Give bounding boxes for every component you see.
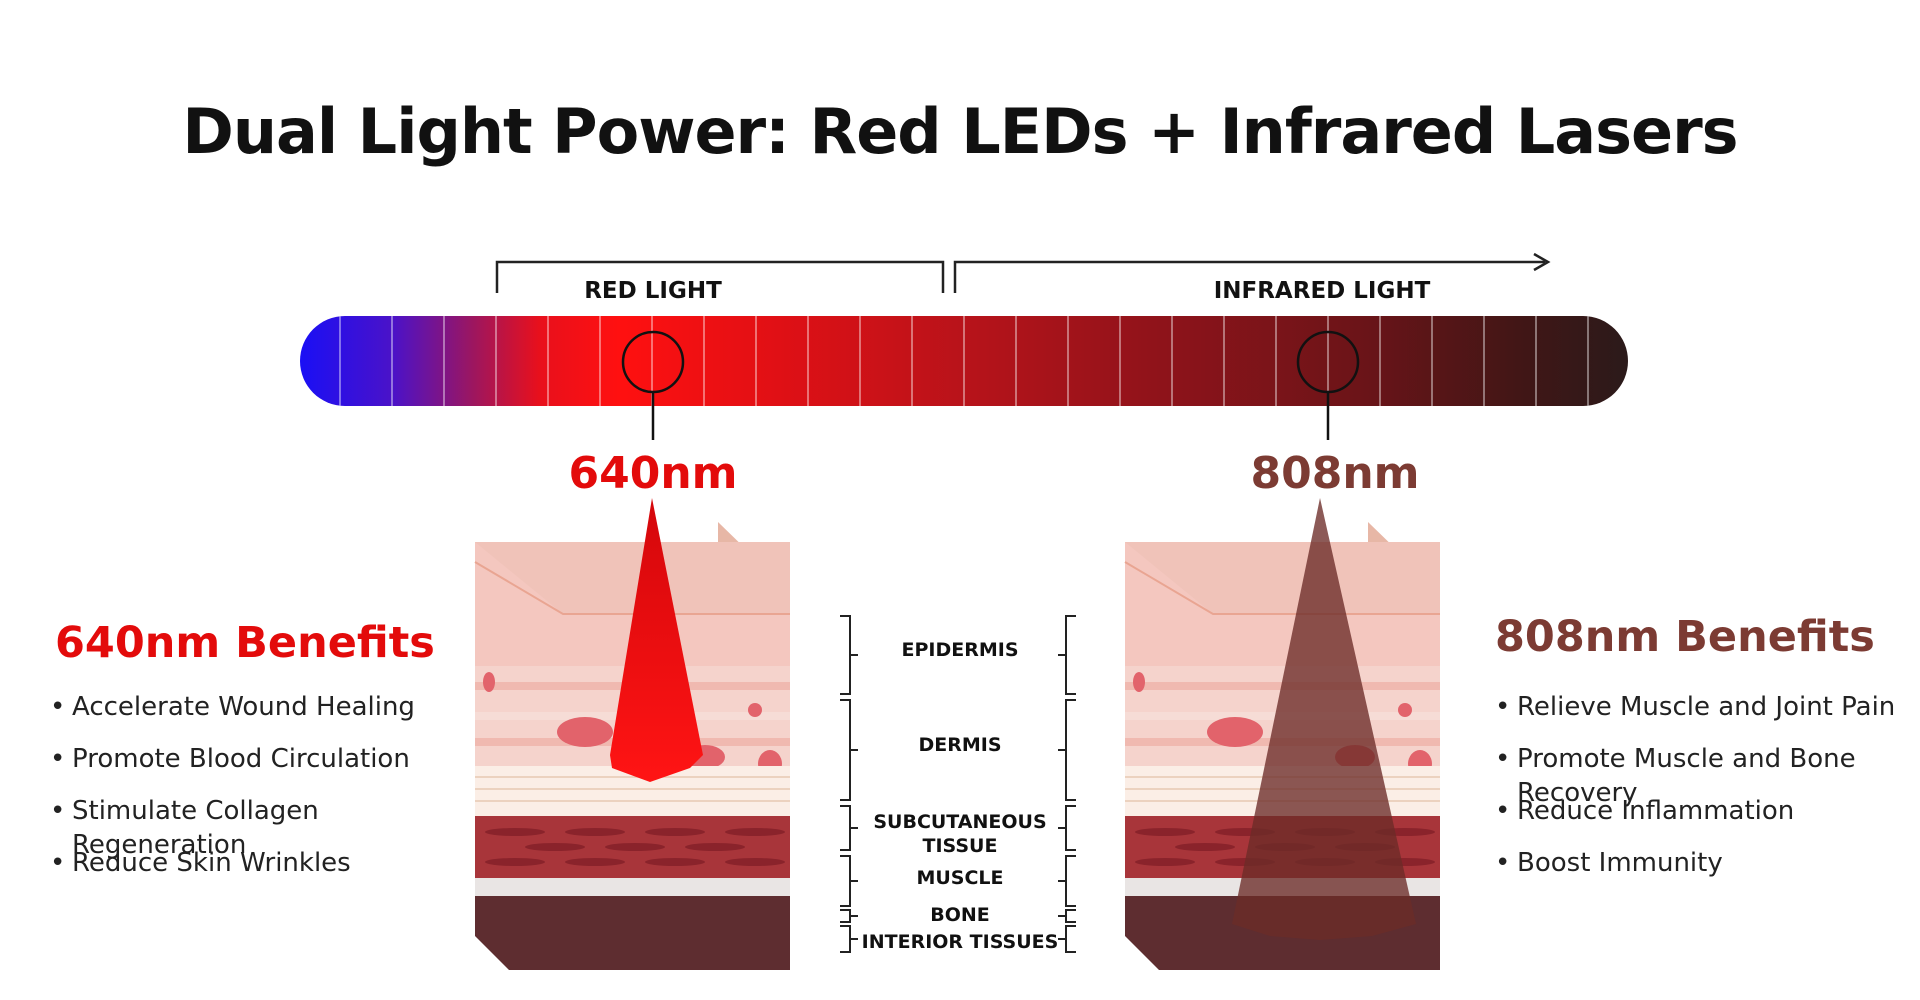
640nm-benefits-list: Accelerate Wound Healing Promote Blood C… (50, 690, 490, 898)
list-item: Relieve Muscle and Joint Pain (1495, 690, 1915, 742)
skin-block-808 (1124, 521, 1441, 970)
infrared-light-label: INFRARED LIGHT (1214, 278, 1431, 304)
list-item: Stimulate Collagen Regeneration (50, 794, 490, 860)
layer-label-epidermis: EPIDERMIS (901, 639, 1019, 661)
list-item: Promote Muscle and Bone Recovery (1495, 742, 1915, 808)
red-light-beam (610, 498, 703, 782)
layer-label-bone: BONE (930, 904, 990, 926)
layer-label-subcutaneous: SUBCUTANEOUS (873, 811, 1047, 833)
arrow-right-icon (1533, 252, 1551, 272)
808nm-benefits-list: Relieve Muscle and Joint Pain Promote Mu… (1495, 690, 1915, 898)
808nm-benefits-heading: 808nm Benefits (1495, 612, 1875, 662)
infrared-light-beam (1232, 498, 1416, 940)
page-title: Dual Light Power: Red LEDs + Infrared La… (182, 95, 1738, 168)
wavelength-640-label: 640nm (568, 448, 738, 499)
640nm-benefits-heading: 640nm Benefits (55, 618, 435, 668)
list-item: Reduce Skin Wrinkles (50, 846, 490, 898)
red-light-label: RED LIGHT (584, 278, 722, 304)
infrared-range-bracket (953, 260, 1545, 293)
layer-label-dermis: DERMIS (918, 734, 1002, 756)
list-item: Promote Blood Circulation (50, 742, 490, 794)
layer-label-muscle: MUSCLE (916, 867, 1004, 889)
wavelength-spectrum: RED LIGHT INFRARED LIGHT (300, 252, 1628, 440)
list-item: Reduce Inflammation (1495, 794, 1915, 846)
layer-label-tissue: TISSUE (922, 835, 998, 857)
skin-block-640 (474, 521, 791, 970)
list-item: Boost Immunity (1495, 846, 1915, 898)
skin-diagrams (474, 498, 1441, 970)
wavelength-808-label: 808nm (1250, 448, 1420, 499)
red-range-bracket (495, 260, 945, 293)
list-item: Accelerate Wound Healing (50, 690, 490, 742)
layer-label-interior: INTERIOR TISSUES (861, 931, 1059, 953)
